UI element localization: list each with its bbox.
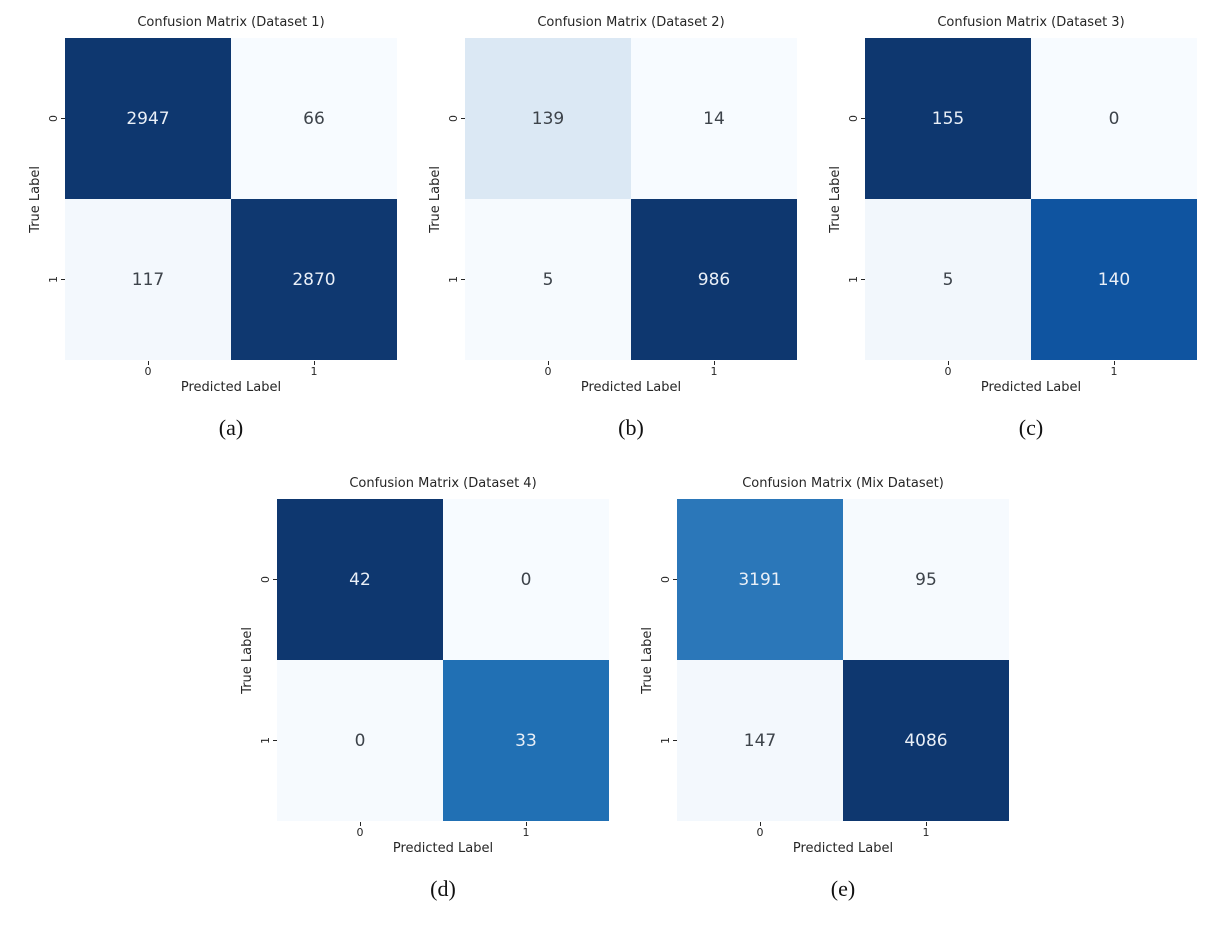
x-tick-0: 0 (677, 821, 843, 839)
heatmap: 155 0 5 140 (865, 38, 1197, 360)
tick-mark (61, 279, 65, 280)
x-axis-label: Predicted Label (580, 380, 682, 396)
tick-mark (461, 118, 465, 119)
plot-title: Confusion Matrix (Dataset 1) (137, 15, 325, 30)
cell-true0-pred1: 95 (843, 499, 1009, 661)
plot-title: Confusion Matrix (Dataset 2) (537, 15, 725, 30)
tick-mark (947, 361, 949, 365)
tick-mark (547, 361, 549, 365)
y-tick-1: 1 (43, 199, 65, 360)
cell-true0-pred0: 155 (865, 38, 1031, 199)
cell-true1-pred1: 2870 (231, 199, 397, 360)
plot-title: Confusion Matrix (Dataset 4) (349, 476, 537, 492)
x-axis-label: Predicted Label (392, 841, 494, 857)
y-tick-0: 0 (43, 38, 65, 199)
tick-mark (925, 822, 927, 827)
y-tick-1: 1 (255, 660, 277, 821)
cell-true1-pred0: 0 (277, 660, 443, 822)
subfigure-e: Confusion Matrix (Mix Dataset) True Labe… (639, 473, 1009, 904)
subfigure-c: Confusion Matrix (Dataset 3) True Label … (827, 12, 1197, 443)
x-tick-1: 1 (231, 360, 397, 378)
y-tick-1: 1 (443, 199, 465, 360)
x-tick-1: 1 (1031, 360, 1197, 378)
plot-title: Confusion Matrix (Dataset 3) (937, 15, 1125, 30)
x-tick-1: 1 (843, 821, 1009, 839)
cell-true0-pred1: 0 (443, 499, 609, 661)
y-axis-label: True Label (239, 626, 255, 694)
heatmap: 42 0 0 33 (277, 499, 609, 822)
cell-true1-pred0: 5 (465, 199, 631, 360)
x-tick-1: 1 (631, 360, 797, 378)
top-row: Confusion Matrix (Dataset 1) True Label … (0, 12, 1224, 443)
tick-mark (525, 822, 527, 827)
tick-mark (359, 822, 361, 827)
x-axis-label: Predicted Label (792, 841, 894, 857)
tick-mark (273, 579, 277, 581)
x-tick-0: 0 (865, 360, 1031, 378)
y-axis-label: True Label (827, 165, 843, 233)
tick-mark (861, 279, 865, 280)
tick-mark (313, 361, 315, 365)
cell-true1-pred1: 140 (1031, 199, 1197, 360)
tick-mark (273, 740, 277, 742)
cell-true0-pred0: 3191 (677, 499, 843, 661)
x-tick-0: 0 (465, 360, 631, 378)
cell-true1-pred0: 117 (65, 199, 231, 360)
plot-title: Confusion Matrix (Mix Dataset) (742, 476, 944, 492)
tick-mark (861, 118, 865, 119)
cell-true0-pred0: 42 (277, 499, 443, 661)
subfigure-b: Confusion Matrix (Dataset 2) True Label … (427, 12, 797, 443)
cell-true1-pred1: 4086 (843, 660, 1009, 822)
cell-true1-pred1: 986 (631, 199, 797, 360)
y-tick-0: 0 (255, 499, 277, 660)
x-tick-0: 0 (65, 360, 231, 378)
y-tick-1: 1 (655, 660, 677, 821)
cell-true1-pred0: 147 (677, 660, 843, 822)
tick-mark (673, 579, 677, 581)
x-axis-label: Predicted Label (980, 380, 1082, 396)
cell-true0-pred1: 14 (631, 38, 797, 199)
subfigure-caption: (d) (430, 876, 456, 902)
subfigure-a: Confusion Matrix (Dataset 1) True Label … (27, 12, 397, 443)
subfigure-caption: (e) (830, 876, 856, 902)
cell-true0-pred0: 139 (465, 38, 631, 199)
heatmap: 3191 95 147 4086 (677, 499, 1009, 822)
x-axis-label: Predicted Label (180, 380, 282, 396)
tick-mark (713, 361, 715, 365)
cell-true1-pred1: 33 (443, 660, 609, 822)
heatmap: 139 14 5 986 (465, 38, 797, 360)
bottom-row: Confusion Matrix (Dataset 4) True Label … (12, 473, 1224, 904)
subfigure-caption: (c) (1018, 415, 1044, 441)
x-tick-0: 0 (277, 821, 443, 839)
cell-true0-pred1: 66 (231, 38, 397, 199)
tick-mark (461, 279, 465, 280)
y-axis-label: True Label (27, 165, 43, 233)
y-axis-label: True Label (639, 626, 655, 694)
y-tick-0: 0 (443, 38, 465, 199)
tick-mark (673, 740, 677, 742)
tick-mark (1113, 361, 1115, 365)
y-tick-0: 0 (655, 499, 677, 660)
y-tick-0: 0 (843, 38, 865, 199)
cell-true1-pred0: 5 (865, 199, 1031, 360)
heatmap: 2947 66 117 2870 (65, 38, 397, 360)
y-axis-label: True Label (427, 165, 443, 233)
cell-true0-pred0: 2947 (65, 38, 231, 199)
subfigure-d: Confusion Matrix (Dataset 4) True Label … (239, 473, 609, 904)
y-tick-1: 1 (843, 199, 865, 360)
tick-mark (147, 361, 149, 365)
x-tick-1: 1 (443, 821, 609, 839)
cell-true0-pred1: 0 (1031, 38, 1197, 199)
subfigure-caption: (a) (218, 415, 244, 441)
tick-mark (61, 118, 65, 119)
tick-mark (759, 822, 761, 827)
subfigure-caption: (b) (618, 415, 644, 441)
